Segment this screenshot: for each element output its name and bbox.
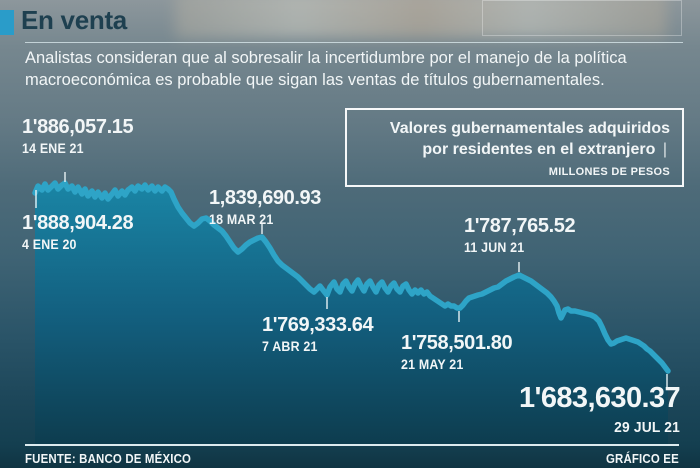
annotation-date: 7 ABR 21 — [262, 339, 318, 354]
subtitle: Analistas consideran que al sobresalir l… — [25, 49, 627, 89]
tick-marks — [35, 172, 668, 387]
money-photo-frame — [482, 0, 682, 36]
annotation-value: 1'886,057.15 — [22, 116, 134, 138]
chart-line — [32, 180, 671, 374]
annotation-value: 1'683,630.37 — [519, 382, 681, 414]
annotation-date: 14 ENE 21 — [22, 141, 84, 156]
source-label: FUENTE: BANCO DE MÉXICO — [25, 451, 192, 466]
money-photo — [175, 0, 667, 38]
data-point-label-7abr21: 1'769,333.64 7 ABR 21 — [262, 314, 374, 354]
annotation-date: 11 JUN 21 — [464, 240, 525, 255]
data-point-label-29jul21: 1'683,630.37 29 JUL 21 — [519, 382, 681, 436]
page-title: En venta — [21, 5, 127, 35]
annotation-date: 29 JUL 21 — [614, 418, 680, 436]
chart-title: Valores gubernamentales adquiridos por r… — [389, 120, 670, 158]
area-fill — [35, 183, 668, 446]
credit-label: GRÁFICO EE — [606, 451, 679, 466]
footer-rule — [25, 444, 679, 446]
data-point-label-4ene20: 1'888,904.28 4 ENE 20 — [22, 212, 134, 252]
chart-title-box: Valores gubernamentales adquiridos por r… — [345, 108, 684, 187]
annotation-date: 4 ENE 20 — [22, 237, 77, 252]
annotation-value: 1'769,333.64 — [262, 314, 374, 336]
units-label: MILLONES DE PESOS — [548, 166, 670, 178]
annotation-date: 18 MAR 21 — [209, 212, 274, 227]
data-point-label-21may21: 1'758,501.80 21 MAY 21 — [401, 332, 513, 372]
header-rule — [25, 42, 683, 43]
annotation-value: 1'888,904.28 — [22, 212, 134, 234]
annotation-value: 1'787,765.52 — [464, 215, 576, 237]
units-separator: | — [662, 141, 667, 158]
annotation-value: 1'758,501.80 — [401, 332, 513, 354]
data-point-label-11jun21: 1'787,765.52 11 JUN 21 — [464, 215, 576, 255]
data-point-label-18mar21: 1,839,690.93 18 MAR 21 — [209, 187, 321, 227]
data-point-label-14ene21: 1'886,057.15 14 ENE 21 — [22, 116, 134, 156]
annotation-value: 1,839,690.93 — [209, 187, 321, 209]
annotation-date: 21 MAY 21 — [401, 357, 464, 372]
title-accent-square — [0, 10, 14, 35]
